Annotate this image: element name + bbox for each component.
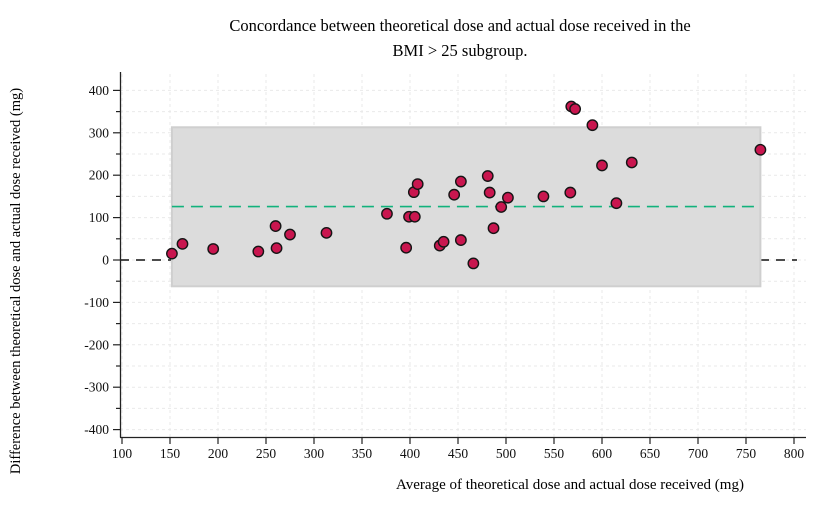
y-tick-label: 100 xyxy=(89,210,110,225)
data-point xyxy=(166,247,178,260)
data-point xyxy=(411,178,424,191)
y-tick-label: 200 xyxy=(89,168,110,183)
x-tick-label: 700 xyxy=(688,446,709,461)
y-tick-label: -400 xyxy=(84,422,109,437)
data-point xyxy=(487,222,500,235)
x-tick-label: 200 xyxy=(208,446,229,461)
data-point xyxy=(252,245,265,258)
data-point xyxy=(610,197,623,210)
data-point xyxy=(448,188,461,201)
x-tick-label: 450 xyxy=(448,446,469,461)
data-point xyxy=(176,237,189,250)
x-tick-label: 650 xyxy=(640,446,661,461)
data-point xyxy=(270,242,283,255)
x-tick-label: 550 xyxy=(544,446,565,461)
y-tick-label: -300 xyxy=(84,380,109,395)
x-tick-label: 600 xyxy=(592,446,613,461)
y-tick-label: 300 xyxy=(89,125,110,140)
data-point xyxy=(408,210,421,223)
x-tick-label: 250 xyxy=(256,446,277,461)
data-point xyxy=(320,226,333,239)
data-point xyxy=(625,156,638,169)
y-tick-label: 0 xyxy=(102,253,109,268)
data-point xyxy=(207,243,220,255)
data-point xyxy=(586,119,599,132)
x-tick-label: 150 xyxy=(160,446,181,461)
data-point xyxy=(400,241,413,254)
x-tick-label: 800 xyxy=(784,446,805,461)
data-point xyxy=(537,190,550,203)
x-tick-label: 350 xyxy=(352,446,373,461)
chart-title-line2: BMI > 25 subgroup. xyxy=(392,41,528,60)
data-point xyxy=(483,186,496,199)
x-tick-label: 750 xyxy=(736,446,757,461)
data-point xyxy=(754,143,767,156)
data-point xyxy=(596,159,608,172)
data-point xyxy=(284,228,296,241)
x-tick-label: 100 xyxy=(112,446,133,461)
x-tick-label: 300 xyxy=(304,446,325,461)
data-point xyxy=(564,186,577,199)
data-point xyxy=(269,220,282,232)
data-point xyxy=(437,235,450,248)
data-point xyxy=(569,103,582,115)
x-tick-label: 500 xyxy=(496,446,517,461)
y-tick-label: 400 xyxy=(89,83,110,98)
data-point xyxy=(502,191,514,204)
data-point xyxy=(454,175,467,188)
data-point xyxy=(467,257,480,270)
data-point xyxy=(481,170,494,182)
x-tick-label: 400 xyxy=(400,446,421,461)
data-point xyxy=(495,201,508,213)
chart-title: Concordance between theoretical dose and… xyxy=(90,13,826,63)
y-tick-label: -200 xyxy=(84,337,109,352)
data-point xyxy=(381,207,393,220)
y-tick-label: -100 xyxy=(84,295,109,310)
chart-title-line1: Concordance between theoretical dose and… xyxy=(229,16,691,35)
data-point xyxy=(454,234,467,246)
x-axis-title: Average of theoretical dose and actual d… xyxy=(396,477,744,493)
